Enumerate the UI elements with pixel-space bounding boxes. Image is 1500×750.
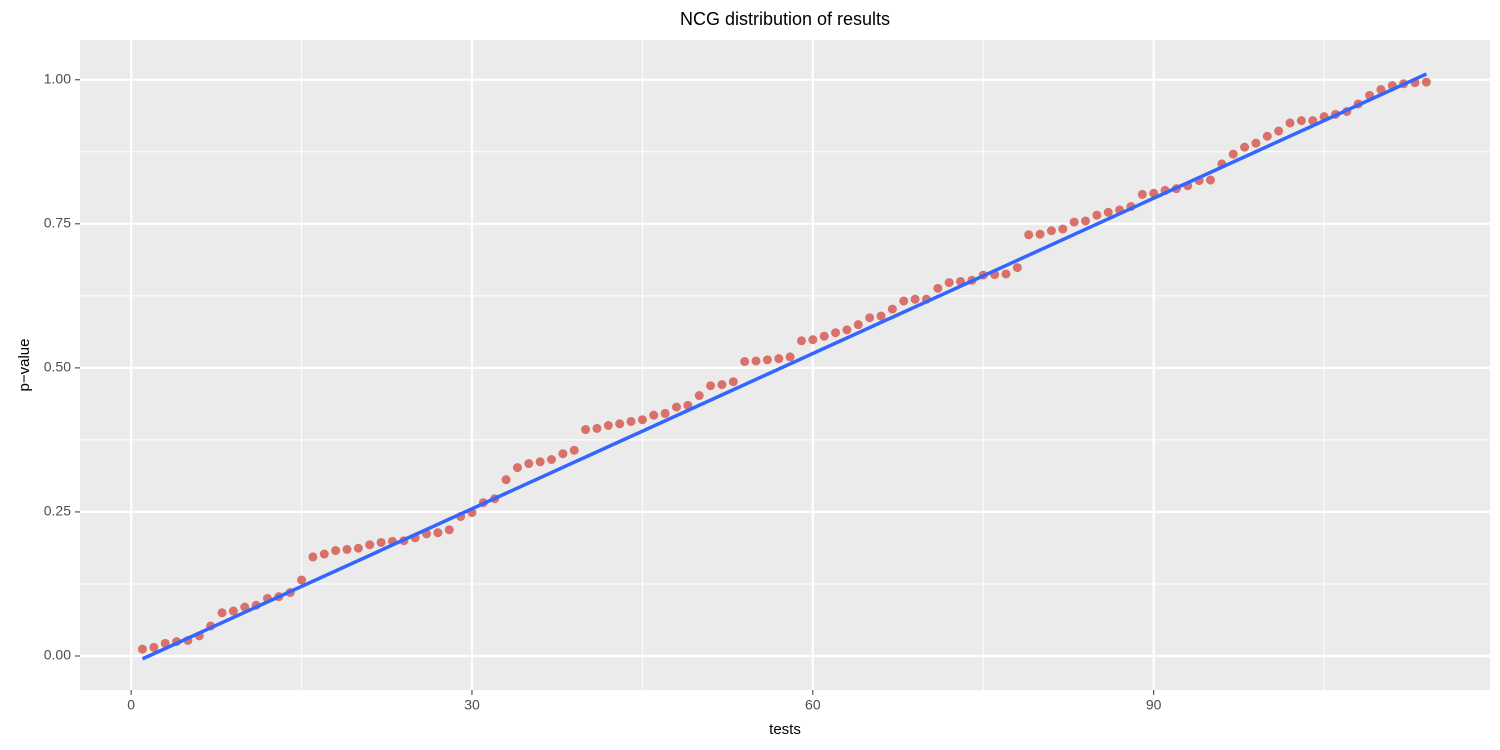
point	[876, 311, 886, 321]
y-tick-label: 0.25	[44, 503, 71, 519]
point	[1001, 269, 1011, 279]
point	[842, 325, 852, 335]
y-axis-title: p−value	[16, 339, 33, 392]
point	[762, 355, 772, 365]
point	[308, 552, 318, 562]
y-tick-label: 0.75	[44, 215, 71, 231]
point	[535, 457, 545, 467]
x-tick-label: 90	[1146, 697, 1162, 713]
point	[706, 381, 716, 391]
point	[217, 608, 227, 618]
point	[1240, 142, 1250, 152]
point	[1024, 230, 1034, 240]
y-tick-label: 0.00	[44, 647, 71, 663]
point	[637, 415, 647, 425]
point	[365, 540, 375, 550]
x-tick-label: 0	[127, 697, 135, 713]
point	[1081, 216, 1091, 226]
y-tick-label: 1.00	[44, 70, 71, 86]
x-axis-title: tests	[769, 721, 801, 738]
point	[353, 543, 363, 553]
point	[853, 320, 863, 330]
point	[740, 357, 750, 367]
point	[592, 423, 602, 433]
point	[944, 278, 954, 288]
point	[899, 296, 909, 306]
chart-title: NCG distribution of results	[680, 9, 890, 29]
point	[615, 419, 625, 429]
point	[1262, 131, 1272, 141]
point	[774, 354, 784, 364]
point	[149, 642, 159, 652]
point	[376, 537, 386, 547]
point	[603, 421, 613, 431]
point	[796, 336, 806, 346]
point	[297, 575, 307, 585]
point	[887, 304, 897, 314]
point	[694, 391, 704, 401]
point	[1058, 224, 1068, 234]
point	[501, 475, 511, 485]
point	[1103, 207, 1113, 217]
point	[228, 606, 238, 616]
point	[1251, 138, 1261, 148]
point	[547, 455, 557, 465]
x-tick-label: 60	[805, 697, 821, 713]
point	[160, 638, 170, 648]
point	[1069, 217, 1079, 227]
point	[910, 294, 920, 304]
point	[626, 416, 636, 426]
trend-line	[141, 72, 1428, 661]
point	[569, 445, 579, 455]
point	[1296, 116, 1306, 126]
point	[1228, 149, 1238, 159]
point	[808, 335, 818, 345]
point	[717, 380, 727, 390]
point	[1012, 263, 1022, 273]
point	[1035, 229, 1045, 239]
y-tick-label: 0.50	[44, 359, 71, 375]
point	[933, 283, 943, 293]
point	[240, 602, 250, 612]
point	[524, 459, 534, 469]
point	[728, 377, 738, 387]
point	[444, 525, 454, 535]
point	[660, 408, 670, 418]
x-tick-label: 30	[464, 697, 480, 713]
point	[1205, 175, 1215, 185]
point	[671, 402, 681, 412]
point	[331, 546, 341, 556]
point	[433, 528, 443, 538]
point	[319, 549, 329, 559]
point	[1285, 118, 1295, 128]
point	[831, 328, 841, 338]
point	[512, 463, 522, 473]
point	[1092, 210, 1102, 220]
point	[581, 425, 591, 435]
point	[865, 313, 875, 323]
point	[1137, 189, 1147, 199]
point	[785, 352, 795, 362]
point	[751, 356, 761, 366]
point	[649, 410, 659, 420]
point	[819, 331, 829, 341]
point	[137, 644, 147, 654]
point	[1046, 226, 1056, 236]
point	[1421, 77, 1431, 87]
point	[342, 544, 352, 554]
point	[558, 449, 568, 459]
point	[1274, 126, 1284, 136]
